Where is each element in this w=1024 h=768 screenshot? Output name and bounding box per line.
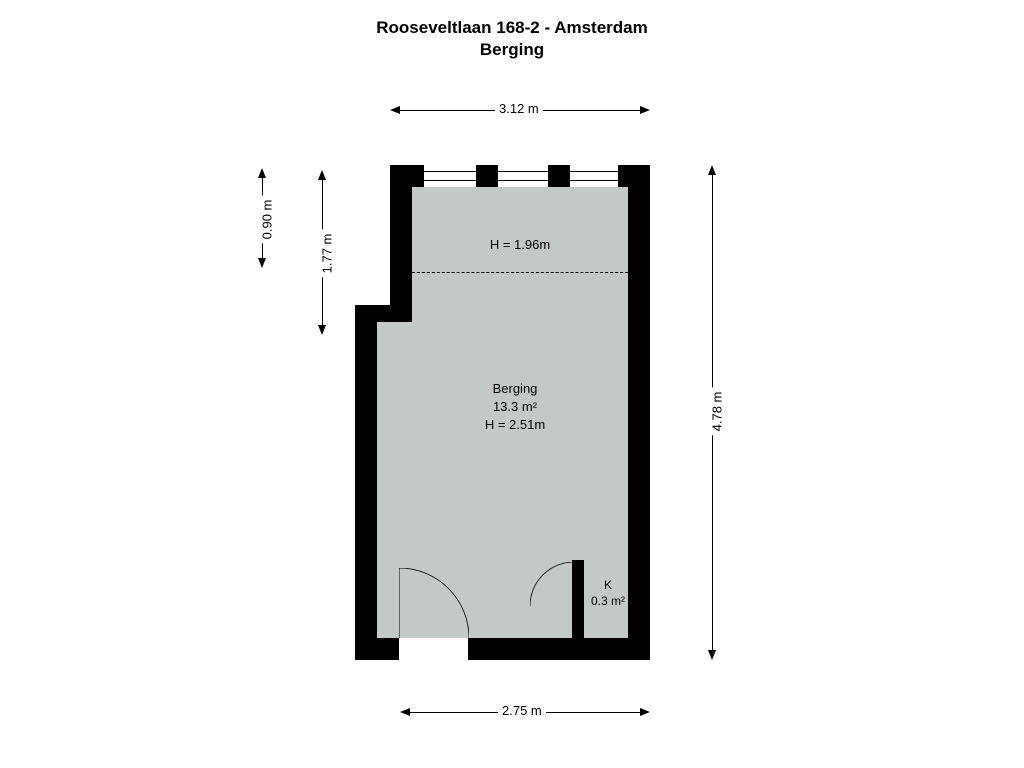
door-closet-swing (530, 562, 574, 606)
wall-left-upper (390, 165, 412, 322)
dim-left-inner-arrow-u (318, 170, 326, 180)
floor-upper (412, 187, 628, 335)
room-area: 13.3 m² (440, 398, 590, 416)
dim-left-outer-arrow-u (258, 168, 266, 178)
closet-label: K 0.3 m² (586, 578, 630, 609)
ceiling-height-divider (412, 272, 628, 273)
window-line-2b (498, 180, 548, 181)
dim-left-inner-arrow-d (318, 325, 326, 335)
window-line-1b (424, 180, 476, 181)
dim-bottom-label: 2.75 m (498, 703, 546, 718)
room-main-label: Berging 13.3 m² H = 2.51m (440, 380, 590, 435)
window-line-3a (570, 171, 618, 172)
floorplan-stage: H = 1.96m Berging 13.3 m² H = 2.51m K 0.… (0, 0, 1024, 768)
window-line-2a (498, 171, 548, 172)
dim-top-arrow-l (390, 106, 400, 114)
height-upper-text: H = 1.96m (490, 237, 550, 252)
room-name: Berging (440, 380, 590, 398)
door-main-swing (399, 568, 469, 638)
dim-right-arrow-d (708, 650, 716, 660)
dim-left-inner-label: 1.77 m (319, 230, 334, 278)
ceiling-height-upper-label: H = 1.96m (455, 236, 585, 254)
dim-top-label: 3.12 m (495, 101, 543, 116)
wall-left-lower (355, 305, 377, 660)
wall-bottom-left (355, 638, 399, 660)
floor-fill (377, 322, 422, 335)
dim-bottom-arrow-l (400, 708, 410, 716)
closet-name: K (586, 578, 630, 594)
window-mullion-1 (476, 165, 498, 187)
window-mullion-2 (548, 165, 570, 187)
dim-right-label: 4.78 m (709, 388, 724, 436)
dim-left-outer-arrow-d (258, 258, 266, 268)
window-line-1a (424, 171, 476, 172)
dim-left-outer-label: 0.90 m (259, 196, 274, 244)
room-height: H = 2.51m (440, 416, 590, 434)
wall-bottom-right (468, 638, 650, 660)
closet-area: 0.3 m² (586, 594, 630, 610)
dim-top-arrow-r (640, 106, 650, 114)
wall-right (628, 165, 650, 660)
dim-bottom-arrow-r (640, 708, 650, 716)
dim-right-arrow-u (708, 165, 716, 175)
window-line-3b (570, 180, 618, 181)
